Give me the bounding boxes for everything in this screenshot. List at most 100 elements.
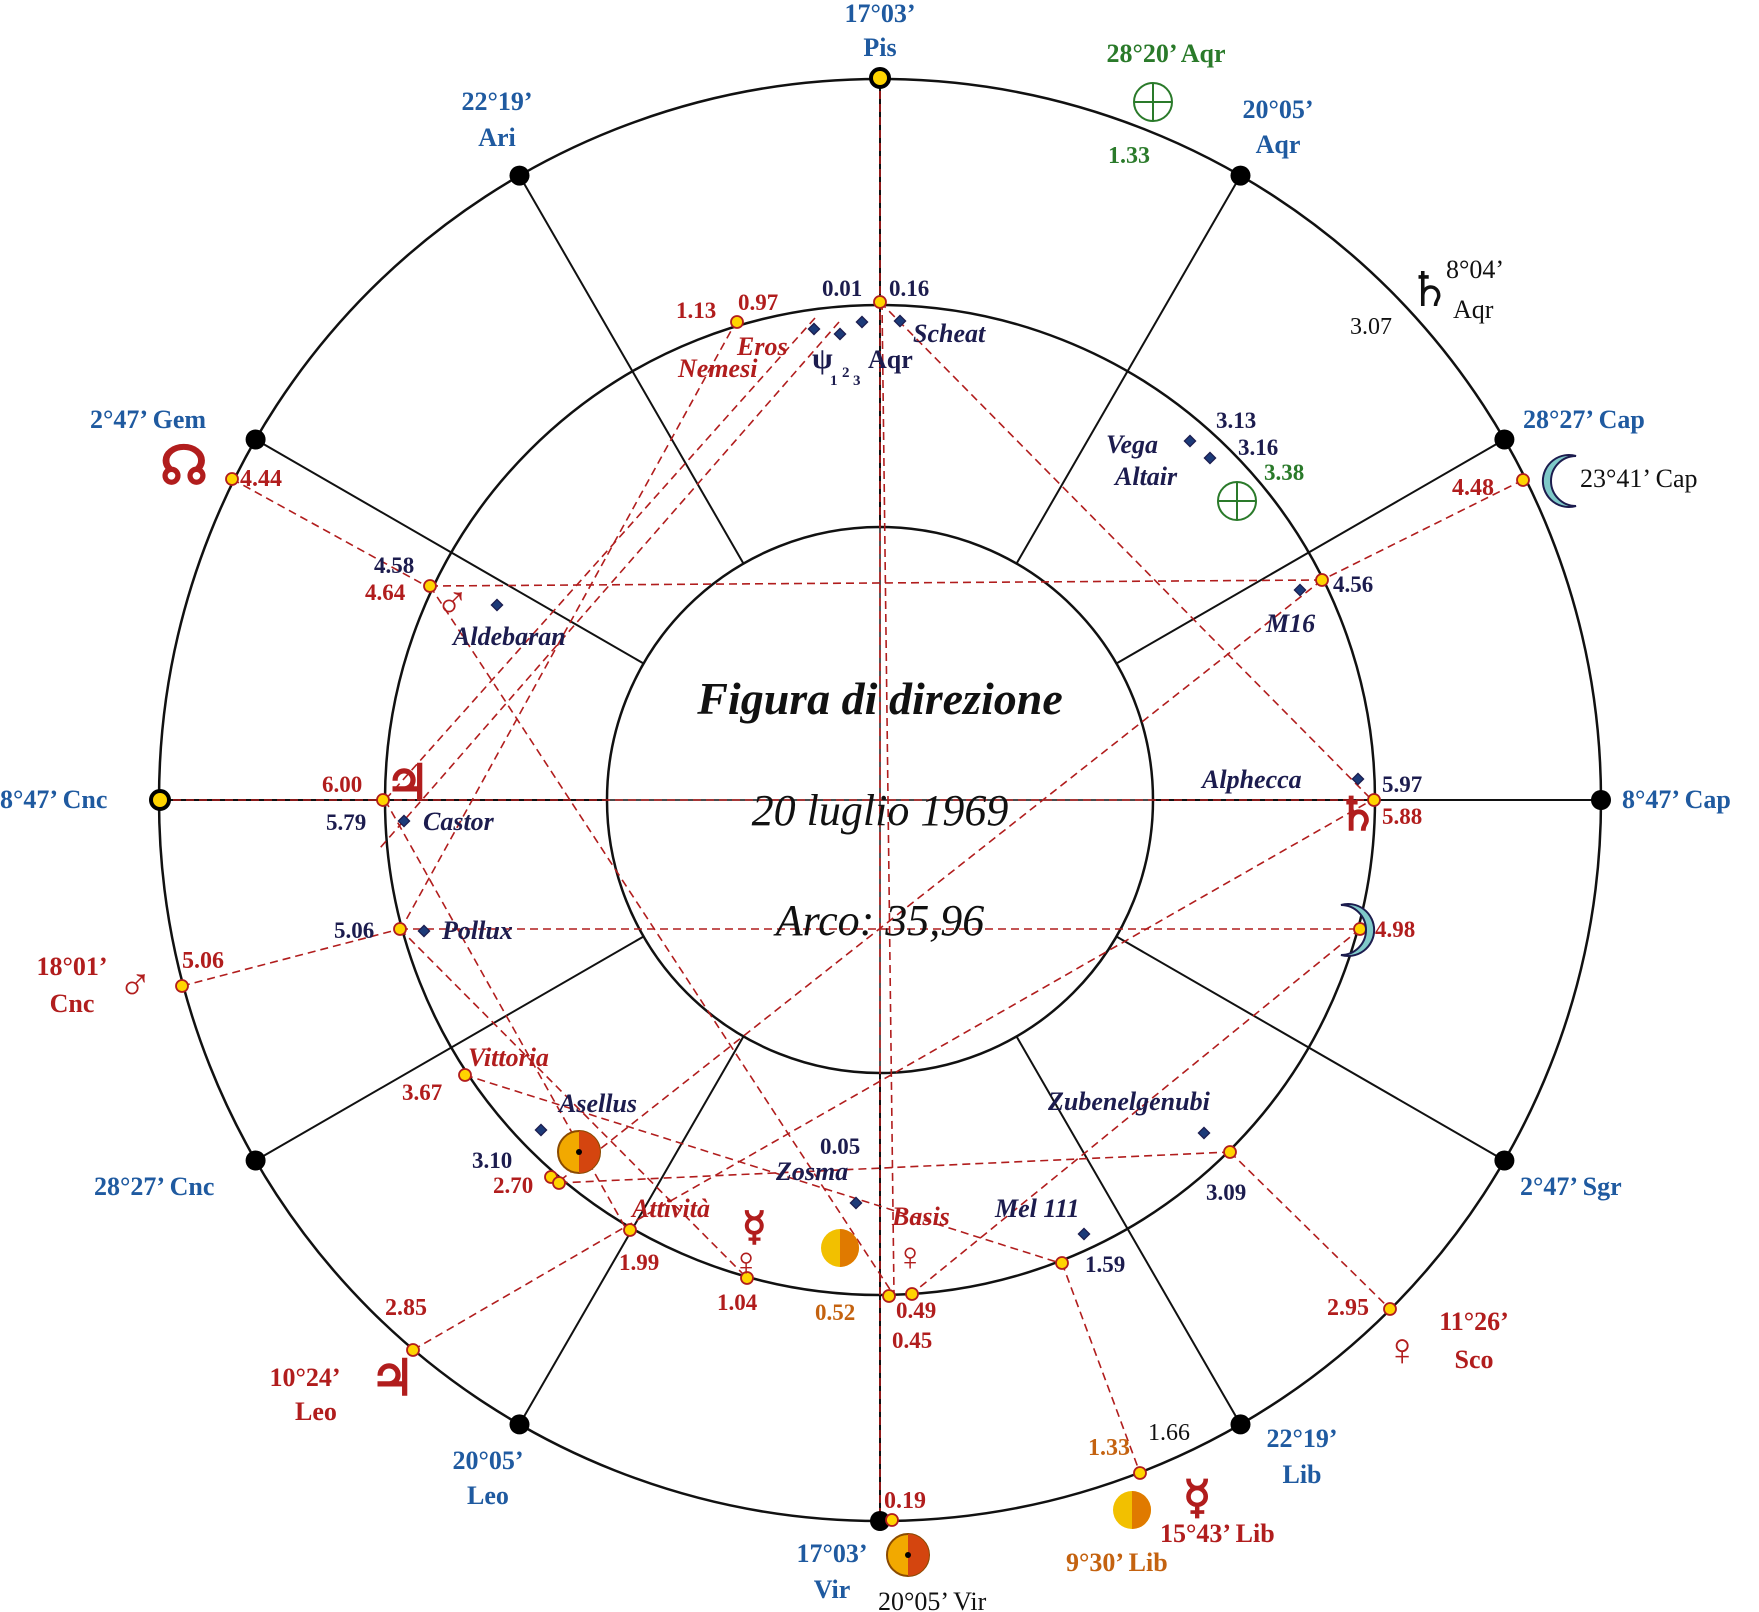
arc-b-2: 0.49 (896, 1298, 936, 1323)
asteroid-nemesi: Nemesi (677, 354, 758, 383)
cusp-dot-4 (1591, 790, 1611, 810)
cusp-markers (245, 165, 1611, 1531)
star-mel111: Mel 111 (994, 1194, 1080, 1223)
cusp-11-sign: Aqr (1256, 130, 1301, 159)
arc-b-0: 0.05 (820, 1134, 860, 1159)
arc-top-3: 0.16 (889, 276, 929, 301)
cusp-6-label: 28°27’ Cnc (94, 1172, 214, 1201)
saturn-icon-2: ♄ (1337, 789, 1378, 840)
mars-icon: ♂ (435, 577, 470, 628)
arc-b-1: 0.52 (815, 1300, 855, 1325)
star-aqr: Aqr (868, 345, 913, 374)
jupiter-arc: 2.85 (385, 1295, 427, 1321)
arc-l-0: 4.58 (374, 553, 414, 578)
arc-l-3: 5.79 (326, 810, 366, 835)
arc-top-1: 0.97 (738, 290, 778, 315)
cusp-3-sign: Lib (1282, 1460, 1321, 1489)
chart-title: Figura di direzione (696, 673, 1063, 724)
chart-arc: Arco: 35,96 (773, 896, 985, 945)
cusp-7-label: 8°47’ Cnc (0, 785, 107, 814)
house-spoke-5 (1115, 935, 1505, 1162)
mars-icon-2: ♂ (118, 959, 153, 1010)
neptune-subscript: 1 (830, 373, 838, 389)
cusp-dot-2 (1230, 165, 1251, 186)
neptune-subscript-3: 3 (853, 373, 861, 389)
jupiter-icon: ♃ (385, 755, 430, 811)
sun-arc: 0.19 (884, 1488, 926, 1514)
cusp-dot-12 (509, 165, 530, 186)
saturn-pos1: 8°04’ (1446, 255, 1504, 284)
directed-points (175, 295, 1530, 1527)
arc-l-1: 4.64 (365, 580, 406, 605)
cusp-10-deg: 17°03’ (844, 0, 915, 28)
arc-ur-2: 3.38 (1264, 460, 1304, 485)
arc-ur-0: 3.13 (1216, 408, 1256, 433)
star-pollux: Pollux (441, 916, 513, 945)
cusp-dot-6 (1230, 1414, 1251, 1435)
moon-glyphs (1340, 454, 1577, 957)
radix-planet-labels: 28°20’ Aqr 1.33 8°04’ Aqr 3.07 23°41’ Ca… (36, 39, 1697, 1612)
arc-top-2: 0.01 (822, 276, 862, 301)
venus-arc: 2.95 (1327, 1295, 1369, 1321)
star-asellus: Asellus (557, 1089, 637, 1118)
cusp-9-sign: Ari (478, 123, 516, 152)
arc-top-0: 1.13 (676, 298, 716, 323)
house-cusp-labels: 17°03’ Pis 20°05’ Aqr 28°27’ Cap 8°47’ C… (0, 0, 1731, 1604)
cusp-2-label: 2°47’ Sgr (1520, 1172, 1622, 1201)
arc-ll-1: 3.10 (472, 1148, 512, 1173)
cusp-9-deg: 22°19’ (461, 87, 532, 116)
saturn-arc: 3.07 (1350, 314, 1392, 340)
node-icon: ☊ (160, 436, 208, 496)
moon-arc: 4.48 (1452, 475, 1494, 501)
arc-ur-1: 3.16 (1238, 435, 1278, 460)
saturn-pos2: Aqr (1453, 295, 1494, 324)
saturn-icon: ♄ (1408, 264, 1451, 317)
arc-ll-0: 3.67 (402, 1080, 442, 1105)
asteroid-labels: Eros Nemesi Vittoria Attività Basis (468, 332, 950, 1231)
arc-r-1: 5.88 (1382, 804, 1422, 829)
house-spoke-6 (1015, 1035, 1242, 1425)
direction-lines (160, 78, 1524, 1512)
arc-ur-3: 4.56 (1333, 572, 1373, 597)
cusp-8-label: 2°47’ Gem (90, 405, 206, 434)
arc-b-4: 1.59 (1085, 1252, 1125, 1277)
house-spoke-3 (1115, 438, 1505, 665)
cusp-dot-5 (1494, 1150, 1515, 1171)
star-zosma: Zosma (775, 1157, 848, 1186)
sun-progressed-arc: 1.33 (1088, 1435, 1130, 1461)
mars-pos2: Cnc (50, 989, 95, 1018)
mc-marker (869, 67, 891, 89)
arc-b-3: 0.45 (892, 1328, 932, 1353)
sun-pos: 20°05’ Vir (878, 1587, 987, 1612)
fortune-arc: 1.33 (1108, 143, 1150, 169)
house-spoke-9 (255, 935, 645, 1162)
cusp-dot-8 (509, 1414, 530, 1435)
cusp-dot-11 (245, 429, 266, 450)
cusp-dot-3 (1494, 429, 1515, 450)
star-aldebaran: Aldebaran (451, 622, 566, 651)
venus-icon: ♀ (1385, 1324, 1420, 1375)
asc-marker (149, 789, 171, 811)
cusp-1-label: 8°47’ Cap (1622, 785, 1731, 814)
star-altair: Altair (1113, 462, 1178, 491)
arc-r-0: 5.97 (1382, 772, 1422, 797)
arc-l-2: 6.00 (322, 772, 362, 797)
mercury-arc: 1.66 (1148, 1420, 1190, 1446)
mercury-pos: 15°43’ Lib (1160, 1519, 1275, 1548)
cusp-dot-7 (870, 1511, 890, 1531)
cusp-11-deg: 20°05’ (1242, 95, 1313, 124)
star-vega: Vega (1106, 430, 1158, 459)
cusp-dot-9 (245, 1150, 266, 1171)
asteroid-attivita: Attività (630, 1194, 710, 1223)
star-zubenelgenubi: Zubenelgenubi (1047, 1087, 1211, 1116)
cusp-5-deg: 20°05’ (452, 1446, 523, 1475)
jupiter-pos2: Leo (295, 1397, 337, 1426)
node-arc: 4.44 (240, 466, 282, 492)
cusp-12-label: 28°27’ Cap (1523, 405, 1645, 434)
sun-glyphs (557, 1130, 1151, 1577)
venus-pos1: 11°26’ (1439, 1307, 1509, 1336)
star-m16: M16 (1265, 609, 1315, 638)
arc-ll-2: 2.70 (493, 1173, 533, 1198)
